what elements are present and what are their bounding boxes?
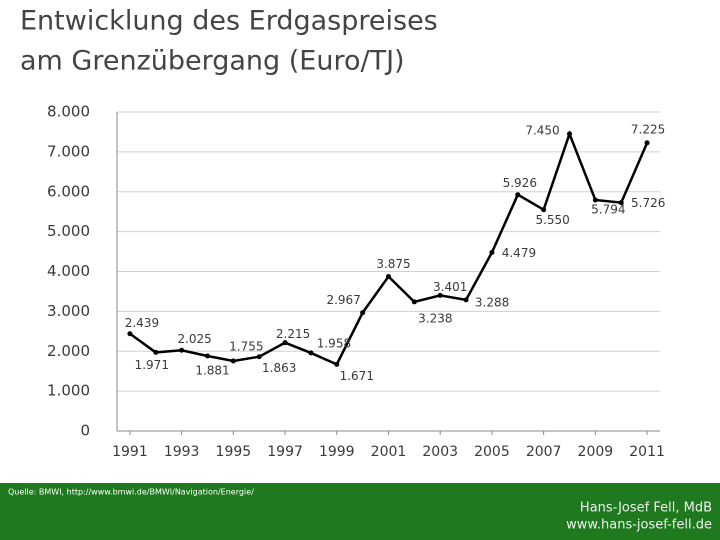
value-label: 7.450 <box>525 123 559 137</box>
point <box>179 347 185 353</box>
value-label: 5.550 <box>535 213 569 227</box>
point <box>644 140 650 146</box>
value-label: 5.794 <box>591 202 625 216</box>
author: Hans-Josef Fell, MdB <box>580 501 712 516</box>
value-label: 1.971 <box>135 358 169 372</box>
value-label: 1.671 <box>340 369 374 383</box>
line <box>129 130 649 366</box>
point <box>127 331 133 337</box>
point <box>386 273 391 279</box>
point <box>489 249 495 255</box>
y-tick-label: 8.000 <box>47 103 90 121</box>
point <box>334 361 340 367</box>
x-tick-label: 1995 <box>216 444 252 460</box>
value-label: 1.863 <box>262 361 296 375</box>
value-label: 2.439 <box>125 316 159 330</box>
point <box>618 200 624 206</box>
x-tick-label: 1991 <box>112 444 148 460</box>
point <box>437 292 443 298</box>
point <box>592 197 598 203</box>
footer-band <box>0 483 720 540</box>
point <box>205 353 210 359</box>
y-tick-label: 3.000 <box>47 302 90 320</box>
point <box>282 340 288 346</box>
website: www.hans-josef-fell.de <box>566 518 712 533</box>
value-label: 2.025 <box>177 332 211 346</box>
x-tick-label: 2007 <box>526 444 562 460</box>
x-tick-label: 2001 <box>371 444 407 460</box>
y-tick-label: 4.000 <box>47 262 90 280</box>
point <box>256 354 262 360</box>
point <box>515 192 521 198</box>
value-label: 7.225 <box>631 122 665 136</box>
y-tick-label: 6.000 <box>47 182 90 200</box>
point <box>230 358 236 364</box>
value-label: 1.958 <box>317 336 351 350</box>
point <box>567 131 572 137</box>
value-label: 3.238 <box>418 311 452 325</box>
value-label: 4.479 <box>502 246 536 260</box>
y-tick-label: 1.000 <box>47 382 90 400</box>
point <box>541 207 547 213</box>
point <box>463 297 469 303</box>
chart-title: Entwicklung des Erdgaspreises <box>20 6 438 37</box>
value-label: 3.288 <box>475 295 509 309</box>
value-label: 2.215 <box>276 327 310 341</box>
y-tick-label: 5.000 <box>47 222 90 240</box>
x-tick-label: 1999 <box>319 444 355 460</box>
value-label: 5.926 <box>503 176 537 190</box>
y-tick-label: 7.000 <box>47 142 90 160</box>
value-label: 2.967 <box>326 293 360 307</box>
value-label: 1.755 <box>229 340 263 354</box>
point <box>360 310 366 316</box>
x-tick-label: 2005 <box>474 444 510 460</box>
point <box>411 299 417 305</box>
x-tick-label: 2009 <box>578 444 614 460</box>
point <box>153 349 159 355</box>
y-tick-label: 0 <box>80 422 90 440</box>
source-note: Quelle: BMWI, http://www.bmwi.de/BMWI/Na… <box>8 488 254 497</box>
y-tick-label: 2.000 <box>47 342 90 360</box>
value-label: 1.881 <box>195 363 229 377</box>
point <box>308 350 314 356</box>
value-label: 3.875 <box>376 257 410 271</box>
value-label: 3.401 <box>433 280 467 294</box>
chart-title: am Grenzübergang (Euro/TJ) <box>20 46 405 77</box>
x-tick-label: 1993 <box>164 444 200 460</box>
x-tick-label: 2011 <box>629 444 665 460</box>
value-label: 5.726 <box>631 196 665 210</box>
x-tick-label: 1997 <box>267 444 303 460</box>
x-tick-label: 2003 <box>422 444 458 460</box>
